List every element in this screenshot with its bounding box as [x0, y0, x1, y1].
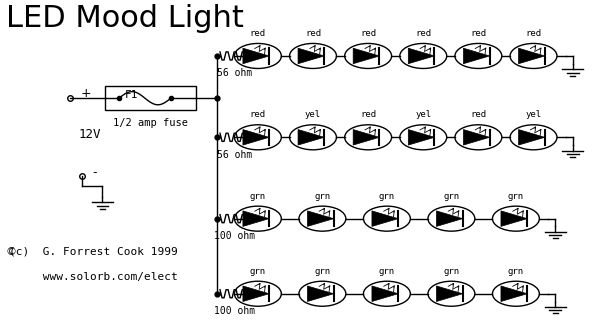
Polygon shape — [436, 211, 462, 226]
Polygon shape — [298, 48, 324, 64]
Text: grn: grn — [314, 192, 330, 201]
Polygon shape — [519, 130, 545, 145]
Text: 56 ohm: 56 ohm — [217, 68, 252, 78]
Text: 1/2 amp fuse: 1/2 amp fuse — [113, 118, 188, 128]
Polygon shape — [501, 286, 527, 301]
Text: red: red — [415, 29, 432, 38]
Text: ©: © — [6, 247, 17, 257]
Text: grn: grn — [314, 267, 330, 276]
Text: (c)  G. Forrest Cook 1999: (c) G. Forrest Cook 1999 — [9, 247, 178, 257]
Bar — [105, 86, 197, 110]
Polygon shape — [408, 48, 435, 64]
Text: grn: grn — [250, 267, 266, 276]
Text: red: red — [360, 29, 376, 38]
Text: red: red — [250, 29, 266, 38]
Polygon shape — [372, 286, 398, 301]
Polygon shape — [519, 48, 545, 64]
Text: grn: grn — [443, 267, 459, 276]
Polygon shape — [408, 130, 435, 145]
Text: red: red — [526, 29, 542, 38]
Text: www.solorb.com/elect: www.solorb.com/elect — [9, 272, 178, 282]
Polygon shape — [243, 48, 269, 64]
Polygon shape — [464, 130, 490, 145]
Polygon shape — [436, 286, 462, 301]
Text: +: + — [81, 87, 91, 100]
Text: grn: grn — [508, 192, 524, 201]
Polygon shape — [501, 211, 527, 226]
Text: grn: grn — [379, 267, 395, 276]
Text: red: red — [470, 29, 487, 38]
Text: 100 ohm: 100 ohm — [214, 231, 255, 241]
Text: grn: grn — [250, 192, 266, 201]
Text: F1: F1 — [126, 91, 139, 100]
Text: red: red — [360, 110, 376, 119]
Text: yel: yel — [415, 110, 432, 119]
Polygon shape — [307, 211, 334, 226]
Text: grn: grn — [443, 192, 459, 201]
Polygon shape — [372, 211, 398, 226]
Polygon shape — [298, 130, 324, 145]
Polygon shape — [464, 48, 490, 64]
Polygon shape — [307, 286, 334, 301]
Text: grn: grn — [379, 192, 395, 201]
Text: -: - — [92, 166, 97, 179]
Text: 12V: 12V — [79, 128, 101, 141]
Polygon shape — [243, 286, 269, 301]
Polygon shape — [243, 211, 269, 226]
Polygon shape — [353, 48, 379, 64]
Text: grn: grn — [508, 267, 524, 276]
Text: LED Mood Light: LED Mood Light — [6, 4, 243, 33]
Text: yel: yel — [305, 110, 321, 119]
Text: red: red — [250, 110, 266, 119]
Text: red: red — [305, 29, 321, 38]
Text: 100 ohm: 100 ohm — [214, 306, 255, 316]
Polygon shape — [353, 130, 379, 145]
Text: red: red — [470, 110, 487, 119]
Polygon shape — [243, 130, 269, 145]
Text: 56 ohm: 56 ohm — [217, 150, 252, 160]
Text: yel: yel — [526, 110, 542, 119]
